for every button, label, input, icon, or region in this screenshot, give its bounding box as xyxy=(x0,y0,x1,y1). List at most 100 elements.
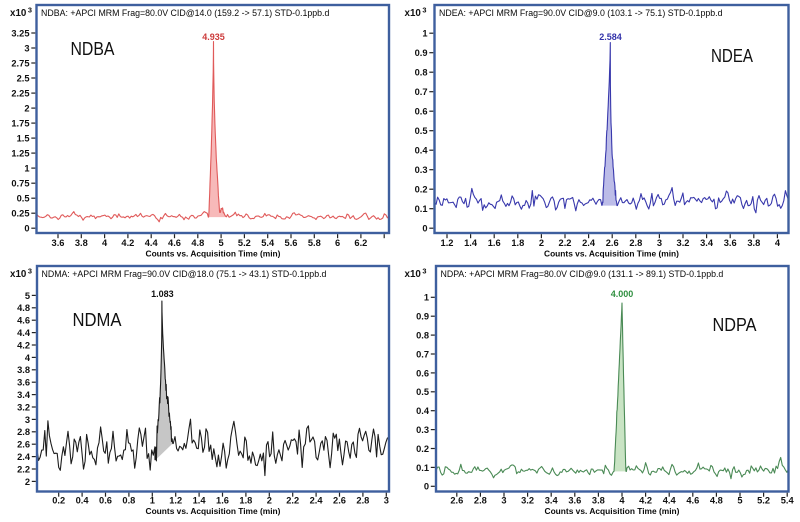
svg-text:1: 1 xyxy=(424,293,429,303)
svg-text:Counts vs. Acquisition Time (m: Counts vs. Acquisition Time (min) xyxy=(544,249,679,259)
svg-text:1.8: 1.8 xyxy=(239,496,252,506)
svg-text:1.2: 1.2 xyxy=(441,238,454,248)
svg-text:0.8: 0.8 xyxy=(122,496,135,506)
svg-text:5.8: 5.8 xyxy=(308,238,321,248)
svg-text:1: 1 xyxy=(24,164,29,174)
svg-text:5: 5 xyxy=(219,238,224,248)
svg-text:NDPA: +APCI MRM Frag=80.0V CID: NDPA: +APCI MRM Frag=80.0V CID@9.0 (131.… xyxy=(441,269,724,279)
svg-text:4.6: 4.6 xyxy=(17,316,30,326)
svg-text:2.8: 2.8 xyxy=(474,496,487,506)
svg-text:2.5: 2.5 xyxy=(17,73,30,83)
svg-text:NDBA: +APCI MRM Frag=80.0V CID: NDBA: +APCI MRM Frag=80.0V CID@14.0 (159… xyxy=(41,8,329,18)
svg-text:3.4: 3.4 xyxy=(545,496,559,506)
svg-text:4.000: 4.000 xyxy=(611,289,634,299)
svg-text:2.25: 2.25 xyxy=(11,89,29,99)
svg-text:2.6: 2.6 xyxy=(606,238,619,248)
svg-text:1.5: 1.5 xyxy=(17,134,30,144)
svg-text:3: 3 xyxy=(24,43,29,53)
svg-text:5.4: 5.4 xyxy=(781,496,795,506)
svg-text:2.584: 2.584 xyxy=(599,32,622,42)
svg-text:4.4: 4.4 xyxy=(663,496,677,506)
svg-text:3.2: 3.2 xyxy=(521,496,534,506)
svg-text:1.4: 1.4 xyxy=(193,496,207,506)
svg-text:1.8: 1.8 xyxy=(511,238,524,248)
svg-text:NDEA: +APCI MRM Frag=90.0V CID: NDEA: +APCI MRM Frag=90.0V CID@9.0 (103.… xyxy=(439,8,723,18)
svg-text:Counts vs. Acquisition Time (m: Counts vs. Acquisition Time (min) xyxy=(545,506,680,516)
svg-text:2.8: 2.8 xyxy=(356,496,369,506)
svg-text:2.75: 2.75 xyxy=(11,58,29,68)
svg-text:0.7: 0.7 xyxy=(415,87,428,97)
svg-text:4.8: 4.8 xyxy=(710,496,723,506)
svg-text:2.4: 2.4 xyxy=(17,452,31,462)
svg-text:2: 2 xyxy=(24,104,29,114)
svg-text:0.3: 0.3 xyxy=(415,165,428,175)
svg-text:3.4: 3.4 xyxy=(700,238,714,248)
svg-text:0.1: 0.1 xyxy=(415,204,428,214)
svg-text:4.935: 4.935 xyxy=(202,32,225,42)
svg-text:Counts vs. Acquisition Time (m: Counts vs. Acquisition Time (min) xyxy=(146,506,281,516)
svg-text:3: 3 xyxy=(384,496,389,506)
svg-text:4.2: 4.2 xyxy=(17,340,30,350)
svg-text:0.1: 0.1 xyxy=(416,463,429,473)
svg-text:3.8: 3.8 xyxy=(747,238,760,248)
svg-text:0.4: 0.4 xyxy=(416,406,430,416)
svg-text:0: 0 xyxy=(422,224,427,234)
svg-text:0: 0 xyxy=(424,482,429,492)
svg-text:2.2: 2.2 xyxy=(286,496,299,506)
svg-text:1.25: 1.25 xyxy=(11,149,29,159)
svg-text:4.4: 4.4 xyxy=(145,238,159,248)
svg-text:3.4: 3.4 xyxy=(17,390,31,400)
svg-text:3: 3 xyxy=(501,496,506,506)
svg-text:0.5: 0.5 xyxy=(17,194,30,204)
svg-text:4: 4 xyxy=(25,353,31,363)
svg-text:4.6: 4.6 xyxy=(686,496,699,506)
svg-text:0.2: 0.2 xyxy=(52,496,65,506)
svg-text:3: 3 xyxy=(657,238,662,248)
svg-text:3.6: 3.6 xyxy=(724,238,737,248)
svg-text:0.8: 0.8 xyxy=(416,331,429,341)
svg-text:0.4: 0.4 xyxy=(415,146,429,156)
svg-text:1: 1 xyxy=(422,29,427,39)
svg-text:NDMA: NDMA xyxy=(73,309,123,330)
svg-text:5.2: 5.2 xyxy=(238,238,251,248)
svg-text:6.2: 6.2 xyxy=(354,238,367,248)
svg-text:2.2: 2.2 xyxy=(17,464,30,474)
svg-text:0.5: 0.5 xyxy=(416,387,429,397)
svg-text:2.2: 2.2 xyxy=(559,238,572,248)
svg-text:2.8: 2.8 xyxy=(17,427,30,437)
svg-text:0.9: 0.9 xyxy=(416,312,429,322)
svg-text:2.6: 2.6 xyxy=(450,496,463,506)
svg-text:0.6: 0.6 xyxy=(415,107,428,117)
svg-text:Counts vs. Acquisition Time (m: Counts vs. Acquisition Time (min) xyxy=(146,249,281,259)
svg-text:3.2: 3.2 xyxy=(17,402,30,412)
svg-text:4.2: 4.2 xyxy=(639,496,652,506)
svg-text:5: 5 xyxy=(737,496,742,506)
svg-text:3.8: 3.8 xyxy=(592,496,605,506)
svg-text:4: 4 xyxy=(619,496,625,506)
svg-text:NDEA: NDEA xyxy=(711,45,754,66)
svg-text:3.8: 3.8 xyxy=(75,238,88,248)
svg-text:5.6: 5.6 xyxy=(285,238,298,248)
svg-text:5.4: 5.4 xyxy=(261,238,275,248)
svg-text:6: 6 xyxy=(335,238,340,248)
svg-text:0.9: 0.9 xyxy=(415,48,428,58)
svg-text:2.8: 2.8 xyxy=(629,238,642,248)
svg-text:0.25: 0.25 xyxy=(11,209,29,219)
svg-text:3.6: 3.6 xyxy=(17,378,30,388)
svg-text:4.2: 4.2 xyxy=(121,238,134,248)
svg-text:0.5: 0.5 xyxy=(415,126,428,136)
svg-text:4.4: 4.4 xyxy=(17,328,31,338)
svg-text:0.6: 0.6 xyxy=(416,368,429,378)
svg-text:1.4: 1.4 xyxy=(464,238,478,248)
svg-text:3.6: 3.6 xyxy=(568,496,581,506)
svg-text:NDPA: NDPA xyxy=(713,314,758,335)
svg-text:3.2: 3.2 xyxy=(677,238,690,248)
svg-text:2: 2 xyxy=(25,477,30,487)
svg-text:1.6: 1.6 xyxy=(216,496,229,506)
svg-text:NDBA: NDBA xyxy=(71,38,116,59)
svg-text:4: 4 xyxy=(102,238,108,248)
svg-text:1.2: 1.2 xyxy=(169,496,182,506)
svg-text:2.6: 2.6 xyxy=(333,496,346,506)
svg-text:3: 3 xyxy=(25,415,30,425)
svg-text:0.2: 0.2 xyxy=(415,185,428,195)
